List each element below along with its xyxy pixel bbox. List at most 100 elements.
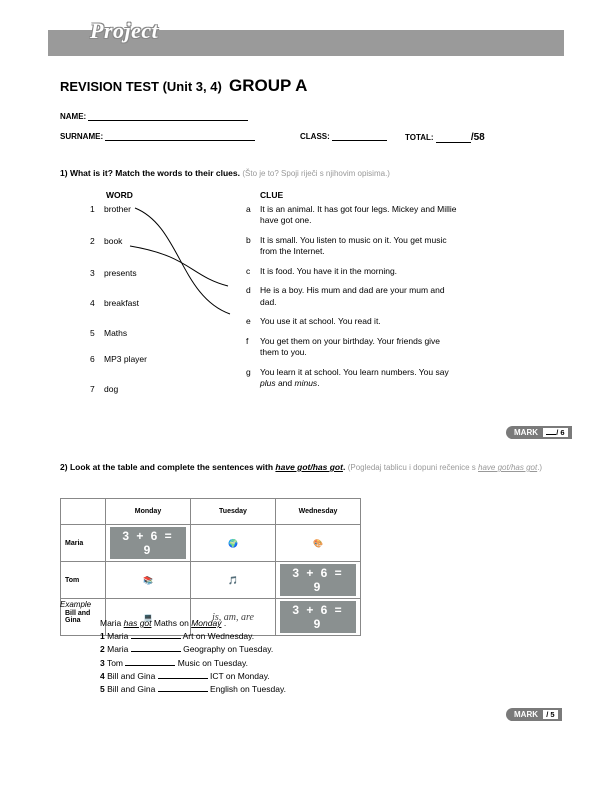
total-underline[interactable] bbox=[436, 142, 471, 143]
math-chip: 3 + 6 = 9 bbox=[280, 564, 356, 596]
clue-text: It is food. You have it in the morning. bbox=[260, 266, 460, 277]
cell-maria-wed: 🎨 bbox=[276, 525, 361, 562]
word-num: 1 bbox=[90, 204, 104, 214]
title-group: GROUP A bbox=[229, 76, 307, 95]
s-post: Geography on Tuesday. bbox=[181, 644, 273, 654]
clue-text: You get them on your birthday. Your frie… bbox=[260, 336, 460, 359]
total-label: TOTAL: bbox=[405, 133, 434, 142]
table-header-row: Monday Tuesday Wednesday bbox=[61, 499, 361, 525]
day-header: Monday bbox=[106, 499, 191, 525]
example-sentence: Maria has got Maths on Monday . bbox=[100, 617, 286, 630]
math-chip: 3 + 6 = 9 bbox=[280, 601, 356, 633]
clue-text: You use it at school. You read it. bbox=[260, 316, 460, 327]
page-title: REVISION TEST (Unit 3, 4) GROUP A bbox=[60, 76, 307, 96]
q2-gray: (Pogledaj tablicu i dopuni rečenice s ha… bbox=[348, 463, 542, 472]
art-icon: 🎨 bbox=[313, 539, 323, 548]
s-post: English on Tuesday. bbox=[208, 684, 286, 694]
example-label: Example bbox=[60, 600, 91, 609]
word-row: 2book bbox=[90, 236, 147, 246]
q2-bi: have got/has got bbox=[275, 462, 343, 472]
clue-letter: g bbox=[246, 367, 260, 390]
clue-row: cIt is food. You have it in the morning. bbox=[246, 266, 460, 277]
ex-hs: has got bbox=[124, 618, 152, 628]
surname-label: SURNAME: bbox=[60, 132, 103, 141]
mark-total: / 5 bbox=[546, 710, 554, 719]
sentence-row: 3 Tom Music on Tuesday. bbox=[100, 657, 286, 670]
s-post: Art on Wednesday. bbox=[181, 631, 254, 641]
clue-header: CLUE bbox=[260, 190, 283, 200]
mark-badge-q1: MARK / 6 bbox=[506, 426, 572, 439]
cell-tom-wed: 3 + 6 = 9 bbox=[276, 562, 361, 599]
question-2-prompt: 2) Look at the table and complete the se… bbox=[60, 462, 550, 474]
clue-row: aIt is an animal. It has got four legs. … bbox=[246, 204, 460, 227]
table-corner bbox=[61, 499, 106, 525]
mark-label: MARK bbox=[514, 710, 538, 719]
name-label: NAME: bbox=[60, 112, 86, 121]
s-num: 2 bbox=[100, 644, 105, 654]
clue-letter: d bbox=[246, 285, 260, 308]
word-num: 2 bbox=[90, 236, 104, 246]
clue-letter: c bbox=[246, 266, 260, 277]
q2-num: 2) bbox=[60, 462, 68, 472]
ex-day: Monday bbox=[191, 618, 221, 628]
table-row: Tom 📚 🎵 3 + 6 = 9 bbox=[61, 562, 361, 599]
books-icon: 📚 bbox=[143, 576, 153, 585]
blank[interactable] bbox=[125, 665, 175, 666]
word-text: breakfast bbox=[104, 298, 139, 308]
word-list: 1brother 2book 3presents 4breakfast 5Mat… bbox=[90, 204, 147, 408]
q2-text: Look at the table and complete the sente… bbox=[70, 462, 273, 472]
clue-row: eYou use it at school. You read it. bbox=[246, 316, 460, 327]
clue-row: fYou get them on your birthday. Your fri… bbox=[246, 336, 460, 359]
word-row: 5Maths bbox=[90, 328, 147, 338]
cell-bg-wed: 3 + 6 = 9 bbox=[276, 599, 361, 636]
clue-list: aIt is an animal. It has got four legs. … bbox=[246, 204, 460, 396]
s-num: 1 bbox=[100, 631, 105, 641]
cell-tom-mon: 📚 bbox=[106, 562, 191, 599]
clue-letter: a bbox=[246, 204, 260, 227]
word-num: 5 bbox=[90, 328, 104, 338]
day-header: Tuesday bbox=[191, 499, 276, 525]
ex-t1: Maria bbox=[100, 618, 124, 628]
q2-dot: . bbox=[343, 462, 345, 472]
q1-num: 1) bbox=[60, 168, 68, 178]
row-name: Tom bbox=[61, 562, 106, 599]
s-pre: Bill and Gina bbox=[107, 671, 158, 681]
s-post: ICT on Monday. bbox=[208, 671, 270, 681]
word-num: 3 bbox=[90, 268, 104, 278]
clue-row: bIt is small. You listen to music on it.… bbox=[246, 235, 460, 258]
word-row: 4breakfast bbox=[90, 298, 147, 308]
math-chip: 3 + 6 = 9 bbox=[110, 527, 186, 559]
s-num: 3 bbox=[100, 658, 105, 668]
word-text: presents bbox=[104, 268, 137, 278]
title-left: REVISION TEST (Unit 3, 4) bbox=[60, 79, 222, 94]
blank[interactable] bbox=[158, 678, 208, 679]
surname-underline[interactable] bbox=[105, 140, 255, 141]
blank[interactable] bbox=[158, 691, 208, 692]
sentence-row: 2 Maria Geography on Tuesday. bbox=[100, 643, 286, 656]
class-underline[interactable] bbox=[332, 140, 387, 141]
word-text: Maths bbox=[104, 328, 127, 338]
blank[interactable] bbox=[131, 638, 181, 639]
ex-t2: Maths on bbox=[152, 618, 192, 628]
word-text: brother bbox=[104, 204, 131, 214]
clue-text: It is small. You listen to music on it. … bbox=[260, 235, 460, 258]
cell-maria-tue: 🌍 bbox=[191, 525, 276, 562]
schedule-table: Monday Tuesday Wednesday Maria 3 + 6 = 9… bbox=[60, 498, 361, 636]
word-row: 3presents bbox=[90, 268, 147, 278]
sentence-row: 1 Maria Art on Wednesday. bbox=[100, 630, 286, 643]
blank[interactable] bbox=[131, 651, 181, 652]
globe-icon: 🌍 bbox=[228, 539, 238, 548]
clue-row: dHe is a boy. His mum and dad are your m… bbox=[246, 285, 460, 308]
total-max: /58 bbox=[471, 132, 485, 143]
cell-tom-tue: 🎵 bbox=[191, 562, 276, 599]
sentence-row: 5 Bill and Gina English on Tuesday. bbox=[100, 683, 286, 696]
name-underline[interactable] bbox=[88, 120, 248, 121]
word-text: dog bbox=[104, 384, 118, 394]
word-num: 6 bbox=[90, 354, 104, 364]
table-row: Maria 3 + 6 = 9 🌍 🎨 bbox=[61, 525, 361, 562]
word-row: 7dog bbox=[90, 384, 147, 394]
clue-text: It is an animal. It has got four legs. M… bbox=[260, 204, 460, 227]
word-row: 1brother bbox=[90, 204, 147, 214]
total-field: TOTAL: /58 bbox=[405, 132, 485, 143]
word-text: book bbox=[104, 236, 122, 246]
